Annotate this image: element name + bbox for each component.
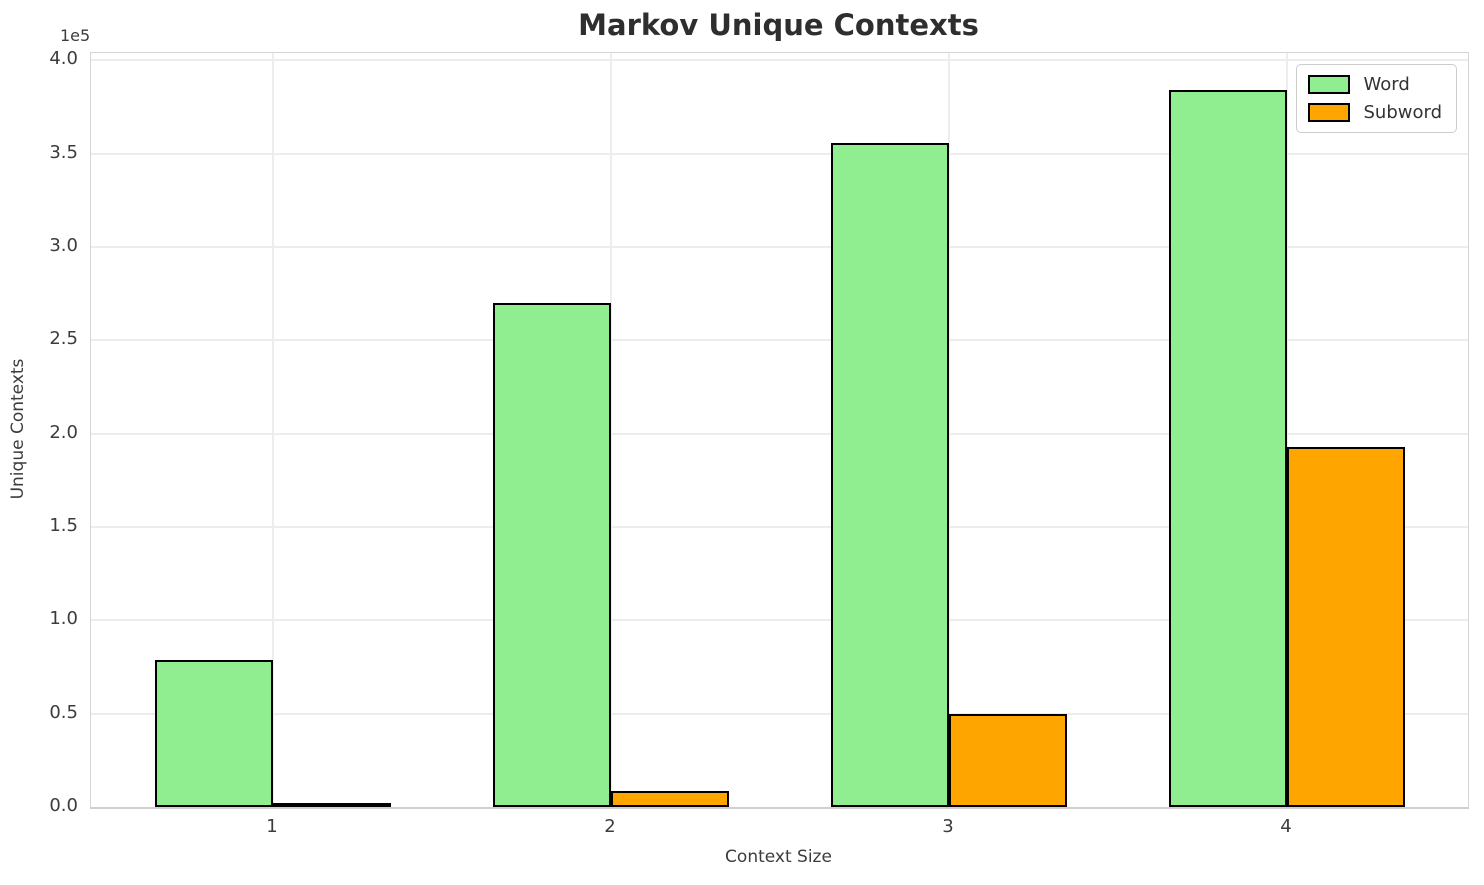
y-tick-label: 3.0: [49, 235, 78, 257]
h-gridline: [91, 59, 1468, 62]
x-tick-label: 2: [604, 816, 616, 837]
legend-item-subword: Subword: [1308, 102, 1442, 123]
chart-title: Markov Unique Contexts: [578, 8, 979, 42]
y-tick-label: 4.0: [49, 48, 78, 70]
legend: Word Subword: [1296, 64, 1457, 133]
y-tick-label: 2.5: [49, 328, 78, 350]
h-gridline: [91, 246, 1468, 249]
x-tick-label: 1: [266, 816, 278, 837]
v-gridline: [272, 53, 274, 807]
h-gridline: [91, 526, 1468, 529]
bar-word-2: [493, 303, 611, 807]
y-axis-offset-text: 1e5: [60, 26, 91, 45]
y-tick-label: 0.0: [49, 795, 78, 816]
h-gridline: [91, 432, 1468, 435]
bar-subword-1: [273, 803, 391, 807]
legend-swatch-word-icon: [1308, 75, 1351, 94]
h-gridline: [91, 339, 1468, 342]
bar-subword-2: [611, 790, 729, 807]
legend-item-word: Word: [1308, 74, 1442, 95]
legend-swatch-subword-icon: [1308, 103, 1351, 122]
v-gridline: [948, 53, 950, 807]
v-gridline: [610, 53, 612, 807]
plot-area: Word Subword: [90, 52, 1469, 809]
bar-word-4: [1169, 90, 1287, 807]
bar-subword-4: [1287, 446, 1405, 807]
h-gridline: [91, 712, 1468, 715]
legend-label-subword: Subword: [1363, 102, 1442, 123]
v-gridline: [1286, 53, 1288, 807]
x-axis-label: Context Size: [725, 847, 832, 867]
bar-word-3: [831, 142, 949, 807]
y-tick-label: 1.5: [49, 515, 78, 537]
y-tick-label: 2.0: [49, 421, 78, 443]
legend-label-word: Word: [1363, 74, 1410, 95]
h-gridline: [91, 152, 1468, 155]
x-tick-label: 3: [942, 816, 954, 837]
y-tick-label: 3.5: [49, 141, 78, 163]
y-tick-label: 0.5: [49, 701, 78, 723]
h-gridline: [91, 619, 1468, 622]
bar-word-1: [155, 659, 273, 807]
bar-subword-3: [949, 713, 1067, 807]
y-tick-label: 1.0: [49, 608, 78, 630]
x-tick-label: 4: [1280, 816, 1292, 837]
